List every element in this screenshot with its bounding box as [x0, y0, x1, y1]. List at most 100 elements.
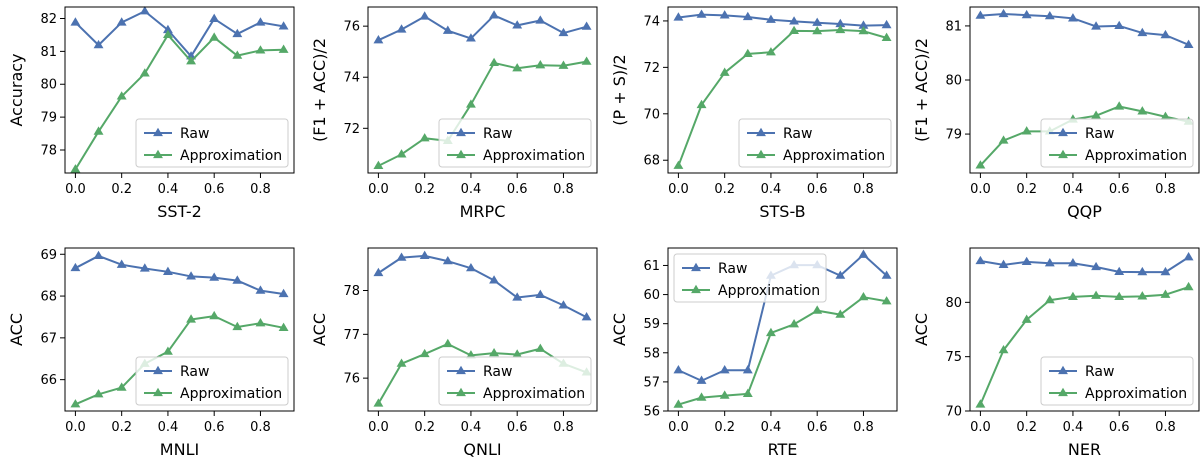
y-tick-label: 78 — [343, 284, 360, 299]
data-point-raw — [1021, 256, 1032, 266]
data-point-approximation — [835, 309, 846, 318]
y-axis-label: ACC — [7, 313, 26, 346]
data-point-raw — [93, 250, 104, 260]
x-tick-label: 0.2 — [1016, 420, 1037, 435]
data-point-approximation — [489, 347, 500, 357]
legend-marker-approximation — [456, 149, 466, 159]
data-point-approximation — [881, 296, 892, 305]
data-point-raw — [696, 375, 707, 384]
plot-frame — [64, 6, 295, 174]
x-axis-label: MRPC — [460, 202, 506, 221]
legend-label-approximation: Approximation — [783, 148, 885, 164]
data-point-approximation — [1137, 106, 1148, 115]
data-point-raw — [1067, 258, 1078, 267]
data-point-raw — [975, 255, 986, 265]
data-point-raw — [1160, 266, 1171, 276]
data-point-approximation — [673, 160, 684, 169]
data-point-raw — [742, 11, 753, 21]
y-tick-label: 80 — [40, 78, 57, 93]
data-point-approximation — [186, 314, 197, 323]
data-point-raw — [1021, 9, 1032, 19]
legend-label-approximation: Approximation — [180, 148, 282, 164]
y-axis-label: ACC — [912, 313, 931, 346]
x-tick-label: 0.6 — [507, 420, 528, 435]
data-point-approximation — [975, 160, 986, 169]
data-point-raw — [1091, 21, 1102, 30]
x-tick-label: 0.6 — [1109, 182, 1130, 197]
x-tick-label: 0.0 — [970, 420, 991, 435]
series-line-raw — [74, 10, 284, 58]
x-tick-label: 0.6 — [807, 182, 828, 197]
x-tick-label: 0.0 — [368, 420, 389, 435]
data-point-raw — [162, 24, 173, 34]
legend-marker-approximation — [1058, 149, 1068, 159]
data-point-approximation — [1021, 314, 1032, 323]
data-point-raw — [70, 262, 81, 272]
data-point-approximation — [70, 164, 81, 173]
series-line-raw — [980, 13, 1189, 46]
y-tick-label: 79 — [40, 111, 57, 126]
data-point-approximation — [696, 392, 707, 401]
y-tick-label: 68 — [643, 154, 660, 169]
y-tick-label: 70 — [945, 405, 962, 420]
data-point-raw — [116, 259, 127, 268]
data-point-raw — [278, 288, 289, 298]
legend: Raw Approximation — [135, 118, 289, 168]
data-point-approximation — [673, 399, 684, 408]
y-tick-label: 77 — [343, 328, 360, 343]
data-point-raw — [765, 14, 776, 23]
legend-box — [1040, 118, 1194, 168]
legend-marker-raw — [1058, 127, 1068, 137]
data-point-approximation — [489, 57, 500, 67]
legend-label-approximation: Approximation — [483, 148, 585, 164]
data-point-approximation — [373, 160, 384, 169]
data-point-approximation — [162, 346, 173, 355]
y-axis-label: (F1 + ACC)/2 — [310, 38, 329, 142]
chart-panel-qnli: 0.0 0.2 0.4 0.6 0.8 76 77 78 QNLI ACC Raw Approxima… — [310, 247, 598, 459]
y-axis-label: ACC — [610, 313, 629, 346]
data-point-raw — [835, 270, 846, 279]
data-point-raw — [442, 255, 453, 265]
data-point-approximation — [70, 399, 81, 408]
y-tick-label: 76 — [343, 20, 360, 35]
data-point-raw — [696, 9, 707, 18]
data-point-approximation — [835, 24, 846, 34]
legend-label-approximation: Approximation — [1085, 148, 1187, 164]
data-point-raw — [70, 17, 81, 26]
data-point-raw — [535, 15, 546, 24]
legend-marker-raw — [153, 127, 163, 137]
x-tick-label: 0.8 — [1155, 420, 1176, 435]
data-point-raw — [186, 271, 197, 280]
data-point-approximation — [278, 44, 289, 53]
legend: Raw Approximation — [438, 356, 592, 406]
data-point-raw — [1183, 252, 1194, 261]
data-point-approximation — [255, 45, 266, 54]
legend-box — [438, 118, 592, 168]
data-point-approximation — [278, 322, 289, 331]
data-point-approximation — [975, 399, 986, 408]
series-line-approximation — [678, 296, 887, 406]
x-tick-label: 0.6 — [1109, 420, 1130, 435]
x-tick-label: 0.2 — [414, 182, 435, 197]
legend-marker-approximation — [456, 387, 466, 397]
data-point-raw — [742, 365, 753, 374]
data-point-approximation — [742, 48, 753, 58]
y-tick-label: 82 — [40, 12, 57, 27]
data-point-raw — [232, 275, 243, 284]
data-point-raw — [719, 365, 730, 374]
x-tick-label: 0.8 — [553, 182, 574, 197]
legend-marker-approximation — [691, 284, 701, 294]
data-point-approximation — [1091, 110, 1102, 119]
series-line-raw — [980, 256, 1190, 274]
y-axis-label: ACC — [310, 313, 329, 346]
y-tick-label: 80 — [945, 296, 962, 311]
chart-panel-mnli: 0.0 0.2 0.4 0.6 0.8 66 67 68 69 MNLI ACC Raw Approxi… — [7, 247, 295, 459]
y-tick-label: 70 — [643, 107, 660, 122]
data-point-approximation — [209, 32, 220, 41]
data-point-approximation — [1114, 291, 1125, 301]
data-point-raw — [465, 262, 476, 272]
x-tick-label: 0.4 — [761, 420, 782, 435]
data-point-raw — [673, 365, 684, 374]
data-point-raw — [673, 12, 684, 21]
data-point-approximation — [1091, 290, 1102, 299]
